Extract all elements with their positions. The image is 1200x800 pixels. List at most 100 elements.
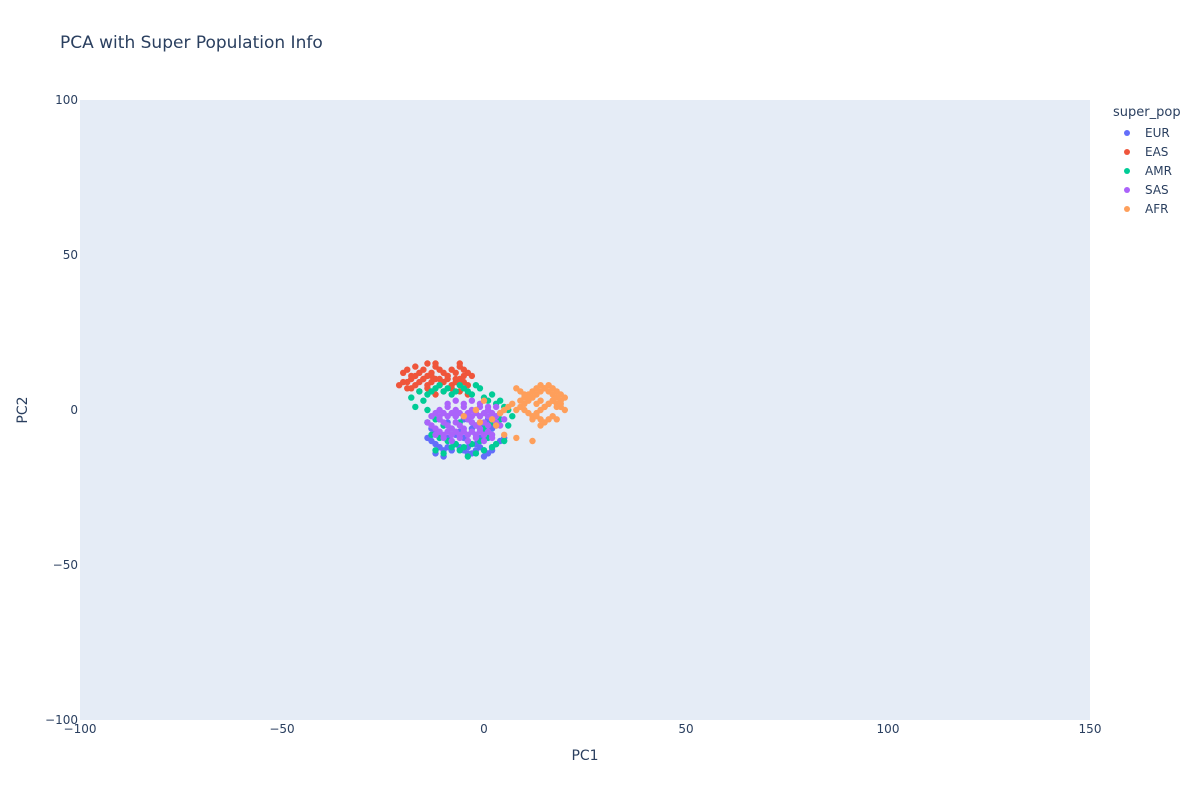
data-point-afr — [537, 422, 544, 429]
data-point-eas — [468, 372, 476, 380]
data-point-amr — [468, 391, 476, 398]
legend-marker-icon — [1124, 205, 1130, 212]
data-point-amr — [456, 447, 463, 454]
x-axis-label: PC1 — [571, 748, 598, 764]
data-point-amr — [420, 397, 427, 404]
data-point-amr — [464, 453, 472, 460]
y-tick-label: −100 — [45, 713, 78, 727]
data-point-afr — [549, 397, 556, 404]
x-tick-label: 50 — [678, 722, 693, 736]
y-tick-labels: −100 −50 0 50 100 — [45, 93, 78, 727]
data-point-afr — [488, 416, 496, 423]
data-points — [395, 360, 568, 460]
data-point-eas — [424, 360, 431, 367]
data-point-amr — [440, 450, 447, 457]
legend-label: EAS — [1145, 144, 1169, 159]
data-point-afr — [525, 394, 532, 401]
y-tick-label: 50 — [63, 248, 78, 262]
legend-label: EUR — [1145, 125, 1170, 140]
x-tick-labels: −100 −50 0 50 100 150 — [64, 722, 1102, 736]
legend-item-sas[interactable]: SAS — [1124, 180, 1169, 199]
data-point-amr — [444, 385, 451, 392]
y-axis-label: PC2 — [15, 396, 31, 423]
data-point-eas — [404, 385, 411, 392]
data-point-afr — [476, 419, 484, 426]
data-point-afr — [509, 400, 516, 407]
legend-label: AMR — [1145, 163, 1172, 178]
data-point-sas — [488, 434, 496, 442]
data-point-eas — [412, 372, 419, 380]
data-point-afr — [557, 400, 564, 407]
y-tick-label: −50 — [53, 558, 78, 572]
data-point-sas — [460, 400, 467, 407]
data-point-sas — [436, 406, 443, 414]
data-point-eas — [432, 360, 439, 367]
data-point-sas — [456, 434, 463, 442]
data-point-amr — [408, 394, 415, 401]
data-point-eur — [480, 453, 488, 460]
data-point-afr — [492, 422, 500, 429]
legend-item-amr[interactable]: AMR — [1124, 161, 1172, 180]
y-tick-label: 100 — [55, 93, 78, 107]
legend-item-eur[interactable]: EUR — [1124, 123, 1170, 142]
data-point-amr — [472, 450, 480, 457]
data-point-afr — [480, 397, 488, 404]
data-point-amr — [488, 391, 496, 398]
data-point-sas — [468, 397, 476, 404]
x-tick-label: 100 — [877, 722, 900, 736]
data-point-sas — [480, 437, 488, 445]
data-point-afr — [553, 416, 560, 423]
x-tick-label: 150 — [1079, 722, 1102, 736]
data-point-amr — [448, 444, 455, 451]
data-point-amr — [476, 385, 484, 392]
data-point-sas — [501, 416, 508, 423]
data-point-eas — [452, 375, 459, 383]
chart-title: PCA with Super Population Info — [60, 33, 323, 53]
data-point-eas — [400, 378, 407, 386]
data-point-eas — [444, 372, 451, 380]
data-point-sas — [440, 434, 447, 442]
data-point-amr — [505, 422, 512, 429]
legend-label: AFR — [1145, 201, 1169, 216]
y-tick-label: 0 — [70, 403, 78, 417]
legend-marker-icon — [1124, 148, 1130, 155]
data-point-amr — [488, 444, 496, 451]
legend-item-eas[interactable]: EAS — [1124, 142, 1168, 161]
data-point-amr — [452, 388, 459, 395]
data-point-eas — [420, 375, 427, 383]
data-point-amr — [480, 447, 488, 454]
data-point-sas — [448, 437, 455, 445]
x-tick-label: −50 — [269, 722, 294, 736]
data-point-eas — [420, 366, 427, 373]
x-tick-label: −100 — [64, 722, 97, 736]
data-point-amr — [412, 403, 419, 411]
data-point-afr — [460, 413, 467, 420]
data-point-eas — [460, 372, 467, 380]
plot-area — [80, 100, 1090, 720]
legend-marker-icon — [1124, 129, 1130, 136]
data-point-amr — [501, 437, 508, 445]
data-point-eas — [452, 369, 459, 376]
data-point-sas — [484, 422, 492, 429]
data-point-eas — [404, 366, 411, 373]
data-point-sas — [472, 434, 480, 442]
legend-marker-icon — [1124, 167, 1130, 174]
legend-item-afr[interactable]: AFR — [1124, 199, 1168, 218]
data-point-sas — [452, 397, 459, 404]
data-point-eas — [428, 372, 435, 380]
data-point-eas — [412, 363, 419, 370]
data-point-eas — [436, 375, 443, 383]
data-point-afr — [529, 437, 536, 445]
legend-label: SAS — [1145, 182, 1169, 197]
data-point-amr — [436, 382, 443, 389]
data-point-sas — [464, 437, 472, 445]
data-point-amr — [496, 397, 504, 404]
data-point-amr — [416, 388, 423, 395]
data-point-sas — [484, 403, 492, 411]
x-tick-label: 0 — [480, 722, 488, 736]
data-point-amr — [424, 406, 431, 414]
data-point-sas — [492, 403, 500, 411]
legend-marker-icon — [1124, 186, 1130, 193]
data-point-afr — [472, 406, 480, 414]
